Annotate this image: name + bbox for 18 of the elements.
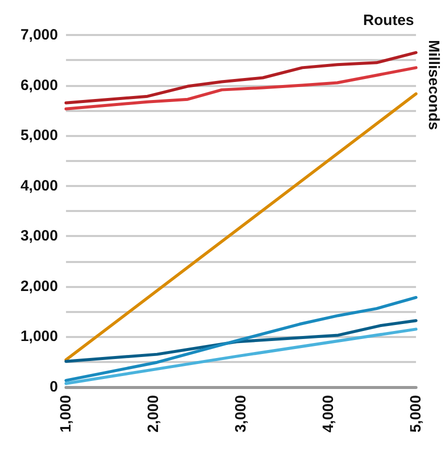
y-tick-label: 2,000	[20, 278, 58, 295]
line-series	[64, 296, 418, 382]
x-tick-label: 2,000	[145, 395, 162, 433]
y-tick-label: 1,000	[20, 328, 58, 346]
x-tick-label: 4,000	[320, 395, 337, 433]
line-series	[64, 51, 418, 104]
y-tick-label: 4,000	[20, 177, 58, 194]
line-series	[64, 319, 418, 363]
x-tick-label: 3,000	[232, 395, 250, 433]
y-tick-label: 7,000	[20, 26, 58, 44]
y-axis-title: Milliseconds	[425, 40, 442, 130]
y-tick-label: 6,000	[20, 76, 58, 94]
y-tick-label: 0	[50, 378, 58, 396]
y-tick-label: 5,000	[20, 127, 58, 144]
x-axis-title: Routes	[363, 12, 414, 29]
x-tick-label: 5,000	[408, 395, 424, 433]
y-tick-label: 3,000	[20, 228, 58, 245]
line-series	[64, 66, 418, 110]
